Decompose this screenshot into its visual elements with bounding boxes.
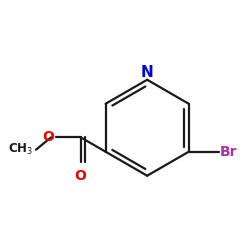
Text: O: O bbox=[75, 169, 86, 183]
Text: N: N bbox=[141, 64, 154, 80]
Text: O: O bbox=[43, 130, 54, 144]
Text: Br: Br bbox=[220, 145, 238, 159]
Text: CH$_3$: CH$_3$ bbox=[8, 142, 33, 157]
